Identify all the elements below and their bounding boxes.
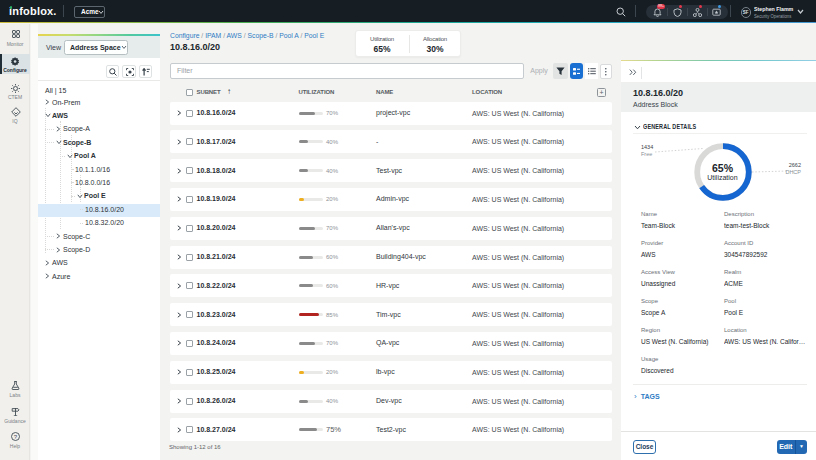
svg-text:?: ? [13,434,17,440]
